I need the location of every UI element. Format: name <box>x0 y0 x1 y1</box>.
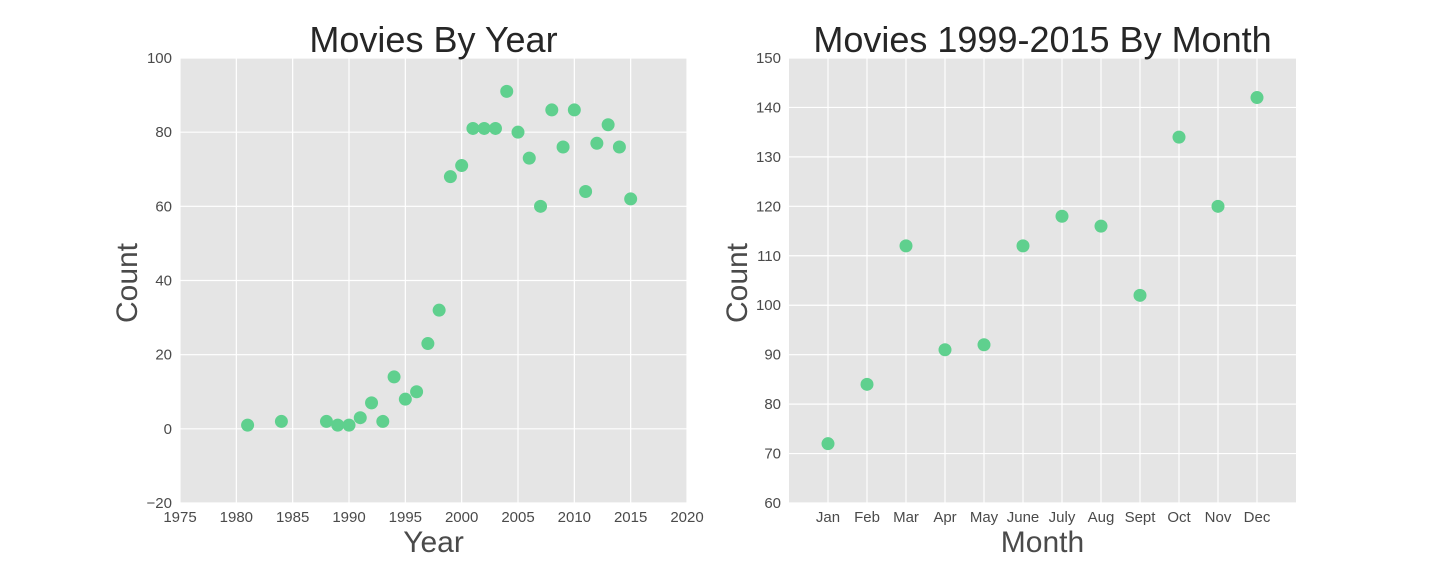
y-tick-label: 120 <box>756 198 781 215</box>
data-point <box>612 140 626 154</box>
data-point <box>1211 199 1225 213</box>
data-point <box>331 418 345 432</box>
x-tick-label: Feb <box>854 509 880 526</box>
data-point <box>1055 209 1069 223</box>
x-tick-label: 1990 <box>332 509 365 526</box>
data-point <box>556 140 570 154</box>
x-tick-label: Aug <box>1088 509 1115 526</box>
data-point <box>938 343 952 357</box>
data-point <box>1133 288 1147 302</box>
data-point <box>601 118 615 132</box>
data-point <box>455 159 469 173</box>
y-tick-label: 110 <box>757 248 781 265</box>
x-tick-label: 2000 <box>445 509 478 526</box>
y-tick-label: 80 <box>155 124 172 141</box>
x-tick-label: 1995 <box>389 509 422 526</box>
y-tick-label: 130 <box>756 149 781 166</box>
x-tick-label: 2015 <box>614 509 647 526</box>
data-point <box>534 199 548 213</box>
x-tick-label: 1980 <box>220 509 253 526</box>
y-tick-label: 80 <box>764 396 781 413</box>
data-point <box>365 396 379 410</box>
data-point <box>387 370 401 384</box>
data-point <box>590 136 604 150</box>
x-gridlines <box>827 58 1258 503</box>
y-tick-label: 150 <box>756 50 781 67</box>
x-tick-labels: 1975 1980 1985 1990 1995 2000 2005 2010 2015 2020 <box>163 509 703 526</box>
data-point <box>1172 130 1186 144</box>
data-point <box>860 377 874 391</box>
x-tick-labels: Jan Feb Mar Apr May June July Aug Sept Oct Nov Dec <box>816 509 1271 526</box>
data-point <box>319 414 333 428</box>
y-tick-label: 100 <box>756 297 781 314</box>
x-axis-label: Year <box>403 526 464 559</box>
x-tick-label: June <box>1007 509 1040 526</box>
plot-area <box>789 58 1296 503</box>
x-tick-label: Nov <box>1205 509 1232 526</box>
chart-title: Movies 1999-2015 By Month <box>813 19 1271 60</box>
y-tick-label: 70 <box>764 446 781 463</box>
data-point <box>1250 91 1264 105</box>
y-tick-label: 20 <box>155 347 172 364</box>
data-point <box>500 84 514 98</box>
x-tick-label: May <box>970 509 999 526</box>
y-tick-label: 0 <box>164 421 172 438</box>
x-tick-label: 1985 <box>276 509 309 526</box>
x-tick-label: Dec <box>1244 509 1271 526</box>
x-tick-label: Oct <box>1167 509 1191 526</box>
data-point <box>274 414 288 428</box>
y-tick-label: 40 <box>155 273 172 290</box>
data-point <box>545 103 559 117</box>
x-tick-label: 2020 <box>670 509 703 526</box>
y-gridlines <box>180 57 687 504</box>
data-point <box>1094 219 1108 233</box>
data-point <box>899 239 913 253</box>
x-tick-label: Mar <box>893 509 919 526</box>
data-point <box>977 338 991 352</box>
x-tick-label: 1975 <box>163 509 196 526</box>
x-tick-label: Jan <box>816 509 840 526</box>
data-point <box>432 303 446 317</box>
data-point <box>398 392 412 406</box>
data-point <box>443 170 457 184</box>
data-point <box>1016 239 1030 253</box>
data-point <box>511 125 525 139</box>
y-axis-label: Count <box>111 242 144 323</box>
data-point <box>466 121 480 135</box>
chart-title: Movies By Year <box>309 19 557 60</box>
data-point <box>522 151 536 165</box>
y-axis-label: Count <box>721 242 754 323</box>
chart-movies-by-month: Jan Feb Mar Apr May June July Aug Sept Oct Nov Dec … <box>721 19 1296 559</box>
data-point <box>821 437 835 451</box>
data-point <box>488 121 502 135</box>
data-point <box>353 411 367 425</box>
x-tick-label: Apr <box>933 509 956 526</box>
data-point <box>410 385 424 399</box>
data-point <box>241 418 255 432</box>
x-tick-label: 2010 <box>558 509 591 526</box>
y-tick-labels: 60 70 80 90 100 110 120 130 140 150 <box>756 50 781 512</box>
data-point <box>567 103 581 117</box>
data-point <box>579 185 593 198</box>
data-point <box>342 418 356 432</box>
data-point <box>376 414 390 428</box>
y-tick-label: −20 <box>147 495 172 512</box>
x-tick-label: July <box>1049 509 1076 526</box>
x-tick-label: 2005 <box>501 509 534 526</box>
chart-movies-by-year: 1975 1980 1985 1990 1995 2000 2005 2010 2015 2020… <box>111 19 704 559</box>
data-points <box>821 91 1264 451</box>
data-point <box>477 121 491 135</box>
data-points <box>241 84 638 432</box>
y-tick-label: 140 <box>756 99 781 116</box>
data-point <box>624 192 638 206</box>
y-tick-label: 60 <box>155 198 172 215</box>
x-axis-label: Month <box>1001 526 1084 559</box>
y-tick-label: 100 <box>147 50 172 67</box>
y-tick-label: 60 <box>764 495 781 512</box>
data-point <box>421 337 435 351</box>
y-tick-label: 90 <box>764 347 781 364</box>
y-tick-labels: −20 0 20 40 60 80 100 <box>147 50 172 512</box>
x-tick-label: Sept <box>1125 509 1157 526</box>
